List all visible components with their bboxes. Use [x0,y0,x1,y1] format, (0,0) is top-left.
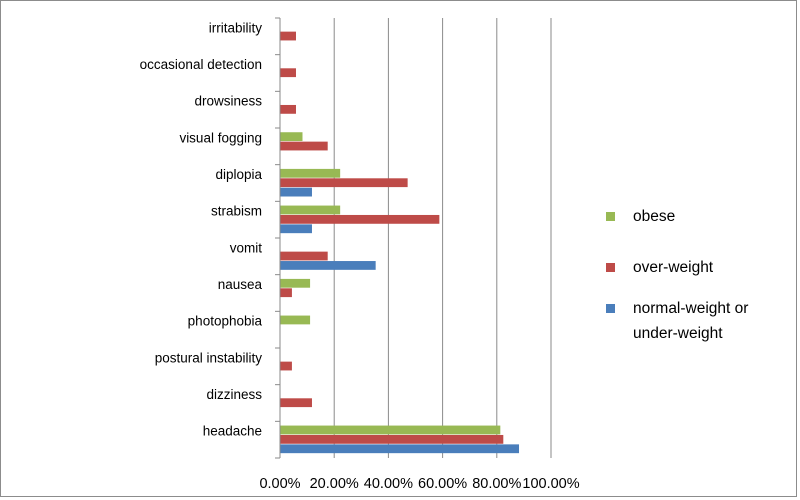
category-label-photophobia: photophobia [188,314,263,329]
legend-label-line: normal-weight or [633,300,748,317]
category-label-dizziness: dizziness [206,387,262,402]
category-label-nausea: nausea [218,277,263,292]
legend-swatch-normal-weight-or-under-weight [606,304,615,313]
bar-obese-nausea [280,278,311,288]
category-label-occasional-detection: occasional detection [140,57,262,72]
x-tick-labels: 0.00% 20.00% 40.00% 60.00% 80.00% 100.00% [259,476,579,492]
legend-swatch-obese [606,212,615,221]
x-tick-label: 100.00% [522,476,579,492]
legend-label-over-weight: over-weight [633,259,714,276]
category-labels: headache dizziness postural instability pho… [140,20,263,438]
category-label-irritability: irritability [209,20,263,35]
bar-over-weight-headache [280,434,504,444]
y-axis [275,17,281,459]
legend-label-line: under-weight [633,325,723,342]
bar-over-weight-nausea [280,288,292,298]
bar-obese-diplopia [280,168,341,178]
category-label-strabism: strabism [211,204,262,219]
bar-over-weight-irritability [280,31,296,41]
category-label-diplopia: diplopia [215,167,262,182]
bar-over-weight-visual-fogging [280,141,328,151]
x-tick-label: 40.00% [364,476,413,492]
legend-label-line: over-weight [633,259,714,276]
bar-normal-weight-or-under-weight-strabism [280,224,312,234]
gridlines [333,18,552,458]
bar-over-weight-strabism [280,214,440,224]
legend: obese over-weight normal-weight or under-we… [606,208,748,342]
legend-label-line: obese [633,208,675,225]
bar-normal-weight-or-under-weight-diplopia [280,187,312,197]
legend-label-normal-weight-or-under-weight: normal-weight or under-weight [633,300,748,342]
x-tick-label: 20.00% [310,476,359,492]
bar-over-weight-dizziness [280,398,312,408]
category-label-headache: headache [203,424,262,439]
bar-over-weight-postural-instability [280,361,292,371]
category-label-drowsiness: drowsiness [194,94,262,109]
legend-label-obese: obese [633,208,675,225]
x-tick-label: 0.00% [259,476,300,492]
bar-obese-photophobia [280,315,311,325]
legend-swatch-over-weight [606,263,615,272]
x-tick-label: 80.00% [472,476,521,492]
bars [280,31,520,454]
bar-over-weight-vomit [280,251,328,261]
bar-over-weight-diplopia [280,178,408,188]
bar-obese-visual-fogging [280,132,303,142]
category-label-visual-fogging: visual fogging [179,130,262,145]
bar-obese-headache [280,425,501,435]
bar-over-weight-drowsiness [280,104,296,114]
bar-normal-weight-or-under-weight-headache [280,444,520,454]
bar-normal-weight-or-under-weight-vomit [280,261,376,270]
bar-over-weight-occasional-detection [280,68,296,78]
category-label-postural-instability: postural instability [155,350,263,365]
category-label-vomit: vomit [230,240,263,255]
x-tick-label: 60.00% [418,476,467,492]
bar-obese-strabism [280,205,341,215]
